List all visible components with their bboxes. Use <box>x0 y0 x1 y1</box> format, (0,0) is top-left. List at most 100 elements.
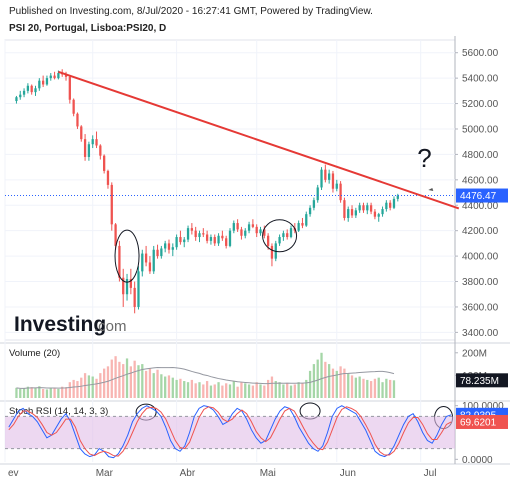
volume-bar[interactable] <box>347 373 350 398</box>
volume-bar[interactable] <box>137 365 140 398</box>
volume-bar[interactable] <box>205 381 209 398</box>
volume-bar[interactable] <box>209 385 213 398</box>
candle-body[interactable] <box>80 126 83 140</box>
candle-body[interactable] <box>236 223 239 230</box>
volume-bar[interactable] <box>297 382 300 398</box>
candle-body[interactable] <box>217 235 220 244</box>
volume-bar[interactable] <box>22 388 26 398</box>
candle-body[interactable] <box>225 238 228 246</box>
candle-body[interactable] <box>369 205 373 212</box>
volume-bar[interactable] <box>228 384 232 398</box>
candle-body[interactable] <box>110 184 113 225</box>
volume-bar[interactable] <box>68 382 71 398</box>
volume-bar[interactable] <box>373 378 377 398</box>
candle-body[interactable] <box>350 209 354 216</box>
volume-bar[interactable] <box>266 379 270 398</box>
candle-body[interactable] <box>53 75 56 79</box>
volume-bar[interactable] <box>118 361 121 398</box>
volume-bar[interactable] <box>392 380 396 398</box>
volume-bar[interactable] <box>270 376 274 398</box>
volume-bar[interactable] <box>110 359 113 398</box>
candle-body[interactable] <box>282 233 285 238</box>
candle-body[interactable] <box>122 277 125 295</box>
candle-body[interactable] <box>57 73 60 79</box>
volume-bar[interactable] <box>289 385 293 398</box>
candle-body[interactable] <box>68 76 71 100</box>
candle-body[interactable] <box>373 211 377 217</box>
volume-bar[interactable] <box>343 368 346 398</box>
candle-body[interactable] <box>240 229 243 236</box>
volume-bar[interactable] <box>164 376 167 398</box>
candle-body[interactable] <box>171 247 174 250</box>
volume-bar[interactable] <box>293 384 296 398</box>
volume-bar[interactable] <box>53 387 56 398</box>
stoch-d-line[interactable] <box>8 406 452 457</box>
candle-body[interactable] <box>286 233 289 238</box>
volume-pane[interactable]: Volume (20) <box>9 348 396 398</box>
volume-bar[interactable] <box>362 378 365 398</box>
volume-bar[interactable] <box>324 361 327 398</box>
candle-body[interactable] <box>251 224 255 227</box>
candle-body[interactable] <box>148 262 152 272</box>
annotations[interactable]: ? <box>114 143 454 429</box>
volume-bar[interactable] <box>186 382 190 398</box>
candle-body[interactable] <box>266 235 270 246</box>
candle-body[interactable] <box>366 205 369 211</box>
candle-body[interactable] <box>41 80 45 85</box>
candle-body[interactable] <box>228 230 232 246</box>
volume-bar[interactable] <box>263 385 266 398</box>
volume-bar[interactable] <box>141 364 144 398</box>
volume-bar[interactable] <box>26 386 30 398</box>
volume-bar[interactable] <box>247 384 251 398</box>
volume-bar[interactable] <box>213 384 216 398</box>
candle-body[interactable] <box>343 200 346 218</box>
volume-bar[interactable] <box>366 379 369 398</box>
volume-bar[interactable] <box>339 366 342 398</box>
volume-bar[interactable] <box>57 388 60 398</box>
candle-body[interactable] <box>221 235 224 239</box>
volume-bar[interactable] <box>103 368 106 398</box>
volume-bar[interactable] <box>236 386 239 398</box>
volume-bar[interactable] <box>34 387 37 398</box>
candle-body[interactable] <box>118 245 121 278</box>
candle-body[interactable] <box>354 210 357 216</box>
volume-bar[interactable] <box>45 389 49 398</box>
volume-bar[interactable] <box>369 381 373 398</box>
candle-body[interactable] <box>202 233 205 235</box>
annotation-circle[interactable] <box>262 219 298 253</box>
candle-body[interactable] <box>15 97 18 102</box>
volume-bar[interactable] <box>114 356 117 398</box>
volume-bar[interactable] <box>377 377 380 398</box>
candle-body[interactable] <box>255 226 258 234</box>
candle-body[interactable] <box>335 183 338 189</box>
candle-body[interactable] <box>156 249 159 257</box>
candlestick-series[interactable] <box>5 69 455 314</box>
candle-body[interactable] <box>129 278 132 288</box>
candle-body[interactable] <box>87 144 91 157</box>
candle-body[interactable] <box>144 253 148 263</box>
volume-bar[interactable] <box>160 374 163 398</box>
volume-bar[interactable] <box>19 388 22 398</box>
volume-bar[interactable] <box>198 382 201 398</box>
volume-bar[interactable] <box>255 382 258 398</box>
candle-body[interactable] <box>141 253 144 272</box>
candle-body[interactable] <box>259 229 262 234</box>
volume-bar[interactable] <box>350 375 354 398</box>
volume-bar[interactable] <box>171 377 174 398</box>
candle-body[interactable] <box>190 228 194 231</box>
volume-bar[interactable] <box>389 379 392 398</box>
volume-bar[interactable] <box>190 379 194 398</box>
candle-body[interactable] <box>175 237 178 248</box>
candle-body[interactable] <box>244 230 247 236</box>
volume-bar[interactable] <box>76 381 79 398</box>
volume-bar[interactable] <box>106 366 110 398</box>
volume-bar[interactable] <box>308 370 312 398</box>
volume-bar[interactable] <box>167 375 171 398</box>
candle-body[interactable] <box>209 237 213 241</box>
volume-bar[interactable] <box>251 385 255 398</box>
candle-body[interactable] <box>106 170 110 185</box>
candle-body[interactable] <box>316 187 319 201</box>
candle-body[interactable] <box>377 214 380 217</box>
candle-body[interactable] <box>183 239 186 243</box>
